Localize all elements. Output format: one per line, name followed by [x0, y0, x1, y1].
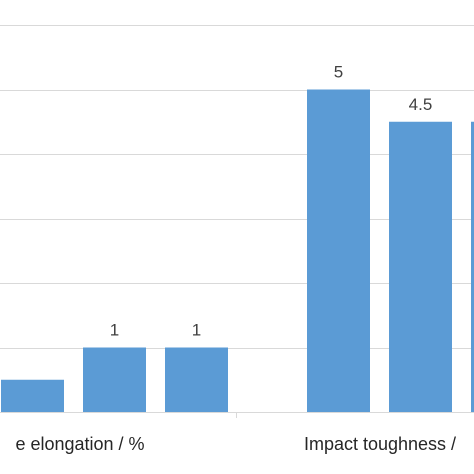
gridlines	[0, 25, 474, 418]
bar-1-2	[83, 347, 146, 412]
bar-2-1	[307, 89, 370, 412]
bars	[1, 89, 474, 412]
category-label-1: e elongation / %	[15, 434, 144, 454]
data-label-1-3: 1	[192, 321, 201, 340]
category-labels: e elongation / % Impact toughness /	[15, 434, 456, 454]
data-label-2-2: 4.5	[409, 95, 433, 114]
bar-1-1	[1, 379, 64, 412]
data-labels: 1 1 5 4.5	[110, 63, 433, 340]
data-label-2-1: 5	[334, 63, 343, 82]
bar-1-3	[165, 347, 228, 412]
bar-2-2	[389, 121, 452, 412]
data-label-1-2: 1	[110, 321, 119, 340]
category-label-2: Impact toughness /	[304, 434, 456, 454]
bar-2-3	[471, 121, 474, 412]
